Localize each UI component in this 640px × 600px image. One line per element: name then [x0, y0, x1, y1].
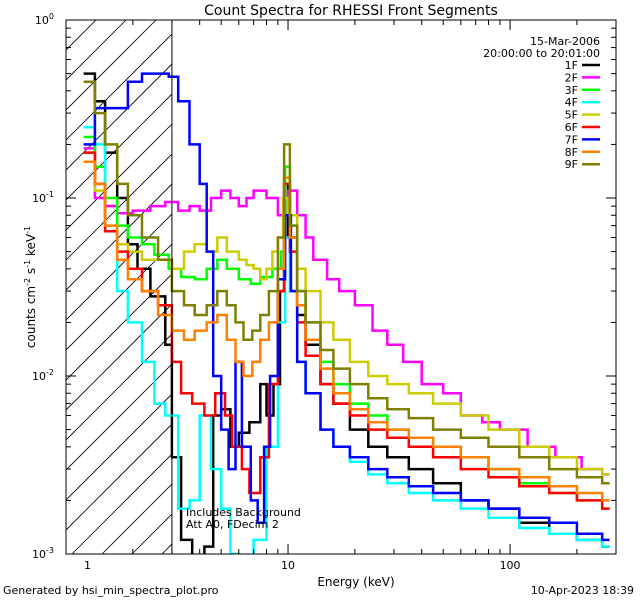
- legend-label-4f: 4F: [565, 96, 578, 109]
- hatch-line: [66, 333, 172, 441]
- series-9f: [83, 80, 610, 485]
- series-7f: [83, 72, 610, 542]
- footer-timestamp: 10-Apr-2023 18:39: [530, 584, 634, 597]
- annotation-background: Includes Background: [186, 506, 301, 519]
- time-range-label: 20:00:00 to 20:01:00: [483, 47, 600, 60]
- plot-frame: [65, 19, 617, 555]
- chart-title: Count Spectra for RHESSI Front Segments: [204, 3, 498, 19]
- hatch-line: [66, 393, 172, 501]
- axis-ticks: [65, 20, 617, 555]
- date-label: 15-Mar-2006: [530, 35, 600, 48]
- x-tick-label: 10: [281, 559, 295, 572]
- hatch-line: [66, 363, 172, 471]
- hatch-line: [66, 243, 172, 351]
- legend-label-8f: 8F: [565, 146, 578, 159]
- series-1f: [83, 72, 610, 554]
- legend-label-1f: 1F: [565, 59, 578, 72]
- hatch-line: [66, 213, 172, 321]
- legend-label-2f: 2F: [565, 71, 578, 84]
- y-axis-label: counts cm-2 s-1 keV-1: [23, 226, 38, 348]
- annotation-attenuator: Att A0, FDecim 2: [186, 518, 279, 531]
- hatch-line: [66, 20, 157, 111]
- legend-label-3f: 3F: [565, 84, 578, 97]
- y-tick-label: 10-1: [32, 190, 54, 205]
- hatch-line: [66, 20, 127, 81]
- hatch-line: [66, 123, 172, 231]
- hatch-line: [66, 20, 97, 51]
- x-axis-label: Energy (keV): [317, 575, 394, 589]
- x-tick-label-1: 1: [84, 559, 91, 572]
- y-tick-label: 100: [35, 12, 54, 27]
- series-4f: [83, 125, 610, 554]
- y-tick-label: 10-3: [32, 546, 54, 561]
- hatch-line: [66, 93, 172, 201]
- legend-label-9f: 9F: [565, 158, 578, 171]
- hatch-line: [66, 423, 172, 531]
- series-3f: [83, 135, 610, 510]
- y-tick-label: 10-2: [32, 368, 54, 383]
- hatch-line: [71, 453, 172, 554]
- legend-label-6f: 6F: [565, 121, 578, 134]
- hatch-line: [66, 273, 172, 381]
- series-8f: [83, 160, 610, 502]
- series-2f: [83, 147, 610, 476]
- footer-generated-by: Generated by hsi_min_spectra_plot.pro: [3, 584, 219, 597]
- series-group: [83, 72, 610, 554]
- legend-label-7f: 7F: [565, 133, 578, 146]
- legend-label-5f: 5F: [565, 109, 578, 122]
- hatch-line: [66, 183, 172, 291]
- x-tick-label: 100: [500, 559, 521, 572]
